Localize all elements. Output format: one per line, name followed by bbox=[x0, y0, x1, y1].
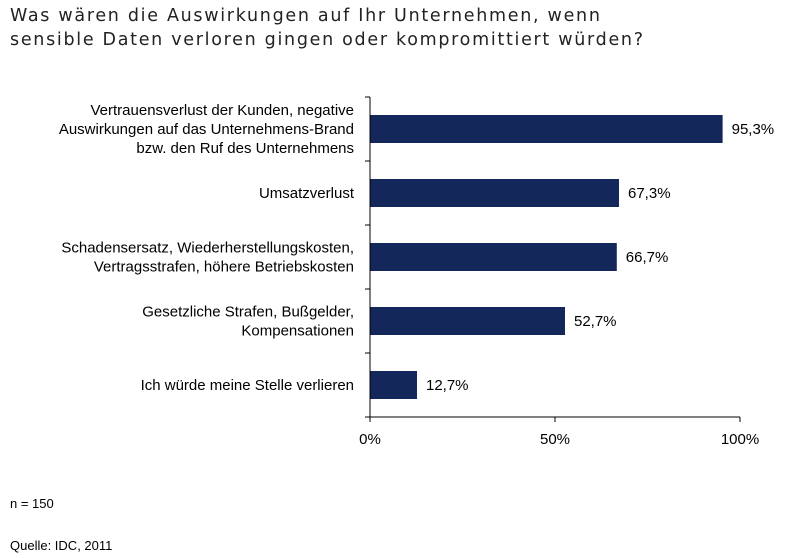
category-label-line: Schadensersatz, Wiederherstellungskosten… bbox=[61, 240, 354, 257]
bar-1 bbox=[370, 115, 723, 143]
x-tick-label-1: 0% bbox=[359, 431, 381, 448]
category-label-3: Schadensersatz, Wiederherstellungskosten… bbox=[61, 240, 354, 276]
chart-title-line-1: Was wären die Auswirkungen auf Ihr Unter… bbox=[10, 6, 602, 26]
source-note: Quelle: IDC, 2011 bbox=[10, 538, 113, 553]
bar-4 bbox=[370, 307, 565, 335]
category-label-line: Auswirkungen auf das Unternehmens-Brand bbox=[59, 121, 354, 138]
chart-title-line-2: sensible Daten verloren gingen oder komp… bbox=[10, 30, 645, 50]
category-label-2: Umsatzverlust bbox=[259, 185, 355, 202]
x-tick-label-2: 50% bbox=[540, 431, 570, 448]
category-label-4: Gesetzliche Strafen, Bußgelder, Kompensat… bbox=[142, 304, 354, 340]
category-label-line: Kompensationen bbox=[241, 323, 354, 340]
bar-5 bbox=[370, 371, 417, 399]
category-label-1: Vertrauensverlust der Kunden, negative Au… bbox=[59, 102, 354, 157]
category-label-line: Vertrauensverlust der Kunden, negative bbox=[90, 102, 354, 119]
category-label-line: Ich würde meine Stelle verlieren bbox=[141, 377, 354, 394]
category-label-line: Umsatzverlust bbox=[259, 185, 355, 202]
category-label-5: Ich würde meine Stelle verlieren bbox=[141, 377, 354, 394]
sample-size-note: n = 150 bbox=[10, 496, 54, 511]
value-label-4: 52,7% bbox=[574, 313, 617, 330]
category-label-line: Gesetzliche Strafen, Bußgelder, bbox=[142, 304, 354, 321]
value-label-3: 66,7% bbox=[626, 249, 669, 266]
bar-2 bbox=[370, 179, 620, 207]
bar-3 bbox=[370, 243, 617, 271]
value-label-2: 67,3% bbox=[628, 185, 671, 202]
value-label-1: 95,3% bbox=[732, 121, 775, 138]
x-tick-label-3: 100% bbox=[721, 431, 759, 448]
chart-title: Was wären die Auswirkungen auf Ihr Unter… bbox=[10, 4, 790, 52]
category-label-line: Vertragsstrafen, höhere Betriebskosten bbox=[94, 259, 354, 276]
value-label-5: 12,7% bbox=[426, 377, 469, 394]
category-label-line: bzw. den Ruf des Unternehmens bbox=[136, 140, 354, 157]
